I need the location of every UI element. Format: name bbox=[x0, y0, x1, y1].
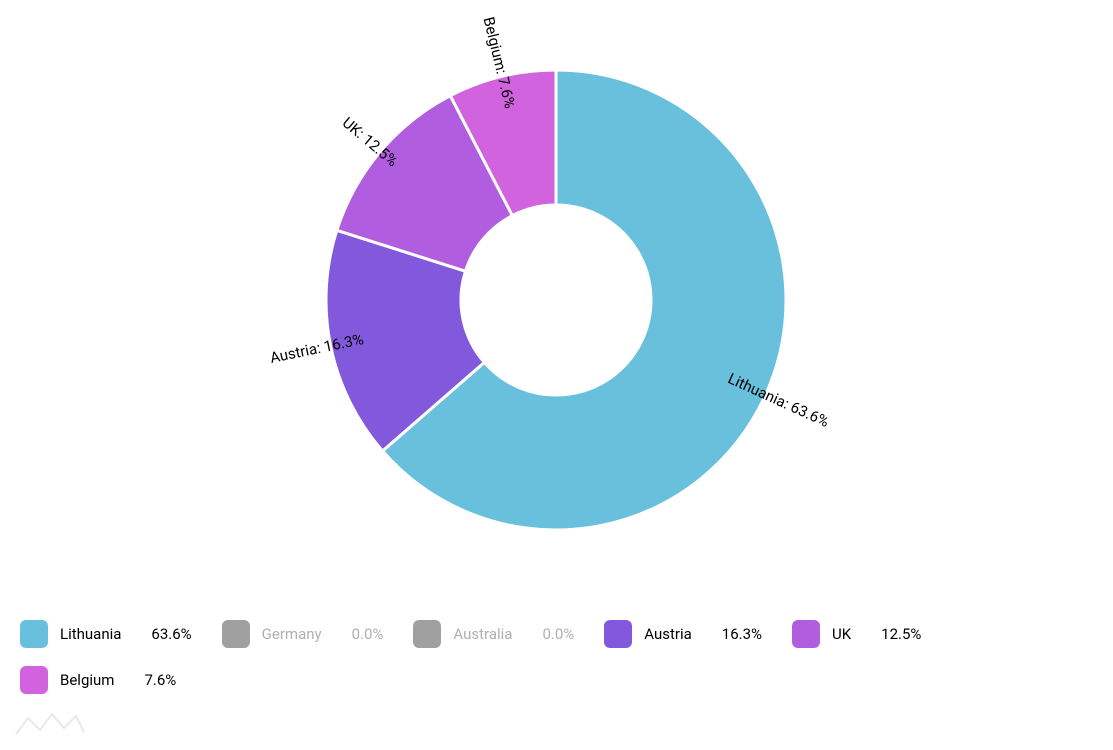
legend-item-germany[interactable]: Germany 0.0% bbox=[222, 620, 384, 648]
legend-swatch bbox=[413, 620, 441, 648]
legend-label: Germany bbox=[262, 625, 322, 643]
legend-label: Australia bbox=[453, 625, 512, 643]
legend-value: 63.6% bbox=[151, 625, 191, 643]
legend-value: 16.3% bbox=[722, 625, 762, 643]
legend-item-lithuania[interactable]: Lithuania 63.6% bbox=[20, 620, 192, 648]
legend-label: UK bbox=[832, 625, 851, 643]
legend-label: Belgium bbox=[60, 671, 114, 689]
legend-swatch bbox=[792, 620, 820, 648]
legend-label: Lithuania bbox=[60, 625, 121, 643]
legend-swatch bbox=[20, 666, 48, 694]
legend-swatch bbox=[604, 620, 632, 648]
legend-item-belgium[interactable]: Belgium 7.6% bbox=[20, 666, 176, 694]
donut-chart: Lithuania: 63.6%Austria: 16.3%UK: 12.5%B… bbox=[0, 0, 1113, 600]
legend-item-austria[interactable]: Austria 16.3% bbox=[604, 620, 762, 648]
legend: Lithuania63.6%Germany0.0%Australia0.0%Au… bbox=[20, 620, 1093, 712]
chart-svg: Lithuania: 63.6%Austria: 16.3%UK: 12.5%B… bbox=[0, 0, 1113, 600]
legend-item-australia[interactable]: Australia 0.0% bbox=[413, 620, 574, 648]
legend-value: 7.6% bbox=[144, 671, 176, 689]
amcharts-watermark-icon bbox=[14, 710, 86, 742]
legend-value: 0.0% bbox=[352, 625, 384, 643]
legend-item-uk[interactable]: UK 12.5% bbox=[792, 620, 921, 648]
legend-value: 12.5% bbox=[881, 625, 921, 643]
legend-swatch bbox=[222, 620, 250, 648]
legend-swatch bbox=[20, 620, 48, 648]
legend-label: Austria bbox=[644, 625, 692, 643]
legend-value: 0.0% bbox=[542, 625, 574, 643]
